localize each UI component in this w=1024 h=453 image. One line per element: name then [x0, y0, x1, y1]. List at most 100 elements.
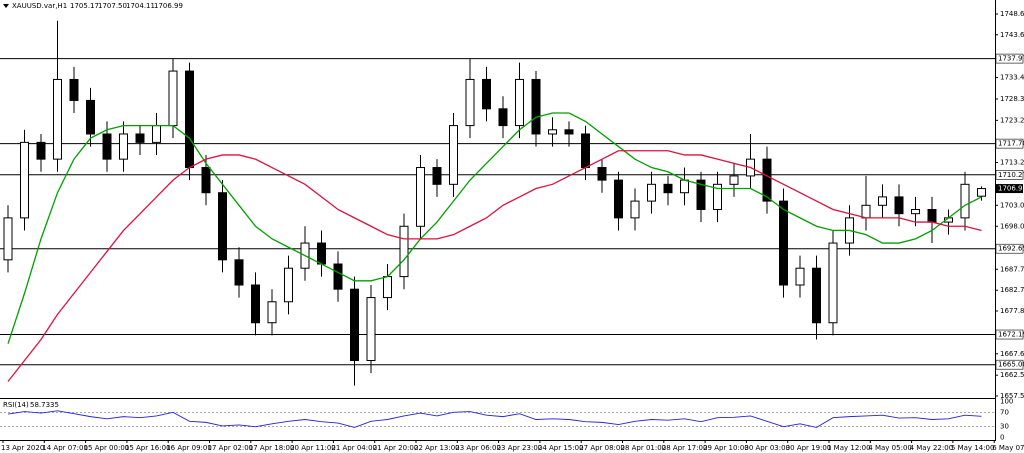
- candle-body: [762, 158, 772, 202]
- y-tick-label: 1723.25: [1000, 116, 1024, 124]
- candle-body: [119, 133, 128, 160]
- candle-body: [663, 183, 673, 194]
- candle-body: [581, 133, 590, 169]
- x-tick-label: 15 Apr 00:00: [84, 444, 130, 452]
- y-tick-label: 1748.60: [1000, 10, 1024, 18]
- candle-body: [696, 179, 706, 210]
- candle-body: [597, 167, 607, 181]
- level-label: 1710.27: [998, 171, 1024, 179]
- candle-body: [630, 200, 640, 219]
- header-value: 1706.99: [154, 2, 183, 10]
- x-tick-label: 21 Apr 20:00: [373, 444, 419, 452]
- rsi-title: RSI(14): [3, 401, 29, 409]
- x-tick-label: 23 Apr 23:00: [497, 444, 543, 452]
- x-tick-label: 15 Apr 16:00: [125, 444, 171, 452]
- candle-body: [416, 167, 425, 227]
- header-value: 1705.17: [70, 2, 99, 10]
- candle-body: [284, 267, 293, 303]
- moving-average: [7, 112, 982, 344]
- candle-body: [333, 263, 343, 290]
- candle-body: [449, 125, 458, 185]
- x-tick-label: 14 Apr 07:00: [42, 444, 88, 452]
- candle-body: [861, 204, 871, 219]
- level-label-box: [995, 138, 1024, 149]
- candle-body: [267, 301, 277, 324]
- current-price-label: 1706.99: [998, 185, 1024, 193]
- x-tick-label: 27 Apr 08:00: [579, 444, 625, 452]
- candle-body: [812, 267, 821, 324]
- candle-body: [564, 129, 574, 135]
- candle-body: [911, 208, 920, 215]
- candle-body: [251, 284, 260, 324]
- x-tick-label: 4 May 05:00: [868, 444, 912, 452]
- candle-body: [713, 183, 722, 210]
- candle-body: [152, 125, 161, 143]
- candle-body: [350, 288, 359, 361]
- candle-body: [53, 78, 62, 160]
- rsi-tick-label: 30: [1000, 423, 1009, 431]
- candle-body: [927, 208, 937, 223]
- candle-body: [531, 78, 541, 135]
- y-tick-label: 1677.80: [1000, 307, 1024, 315]
- candle-body: [729, 175, 739, 185]
- level-label-box: [995, 53, 1024, 64]
- candle-body: [465, 78, 475, 127]
- candle-body: [102, 133, 112, 160]
- candle-body: [135, 133, 145, 143]
- candle-body: [234, 259, 244, 286]
- level-label-box: [995, 243, 1024, 254]
- y-tick-label: 1698.00: [1000, 222, 1024, 230]
- candle-body: [614, 179, 623, 219]
- level-label-box: [995, 359, 1024, 370]
- candle-body: [548, 129, 557, 135]
- rsi-tick-label: 100: [1000, 398, 1013, 406]
- rsi-value: 58.7335: [30, 401, 59, 409]
- x-tick-label: 30 Apr 03:00: [744, 444, 790, 452]
- candle-body: [366, 297, 376, 361]
- x-tick-label: 22 Apr 13:00: [414, 444, 460, 452]
- candle-body: [20, 141, 29, 219]
- candle-body: [317, 242, 326, 265]
- x-tick-label: 23 Apr 06:00: [455, 444, 501, 452]
- current-price-box: [996, 184, 1023, 194]
- candle-body: [515, 78, 524, 127]
- x-tick-label: 13 Apr 2020: [1, 444, 44, 452]
- candle-body: [432, 167, 442, 185]
- level-label-box: [995, 169, 1024, 180]
- x-tick-label: 5 May 14:00: [951, 444, 995, 452]
- x-tick-label: 17 Apr 18:00: [249, 444, 295, 452]
- x-tick-label: 24 Apr 15:00: [538, 444, 584, 452]
- level-label: 1692.65: [998, 245, 1024, 253]
- y-tick-label: 1728.35: [1000, 95, 1024, 103]
- y-tick-label: 1687.75: [1000, 265, 1024, 273]
- x-tick-label: 28 Apr 01:00: [621, 444, 667, 452]
- candle-body: [779, 200, 788, 286]
- candle-body: [960, 183, 970, 219]
- x-tick-label: 30 Apr 19:00: [786, 444, 832, 452]
- menu-arrow[interactable]: [3, 4, 9, 8]
- candle-body: [680, 179, 689, 194]
- y-tick-label: 1743.65: [1000, 31, 1024, 39]
- x-tick-label: 20 Apr 11:00: [290, 444, 336, 452]
- level-label: 1665.00: [998, 361, 1024, 369]
- candle-body: [647, 183, 656, 202]
- moving-average: [7, 150, 982, 382]
- header-value: 1707.50: [98, 2, 127, 10]
- candle-body: [86, 99, 95, 135]
- x-tick-label: 4 May 22:00: [910, 444, 954, 452]
- candle-body: [185, 70, 194, 169]
- candle-body: [399, 225, 409, 278]
- candle-body: [36, 141, 46, 160]
- x-tick-label: 6 May 07:00: [992, 444, 1024, 452]
- rsi-line: [7, 410, 982, 428]
- x-tick-label: 16 Apr 09:00: [166, 444, 212, 452]
- candle-body: [69, 78, 79, 101]
- level-label-box: [995, 329, 1024, 340]
- header-value: 1704.11: [126, 2, 155, 10]
- candle-body: [894, 196, 904, 215]
- candle-body: [828, 242, 838, 324]
- y-tick-label: 1682.75: [1000, 286, 1024, 294]
- level-label: 1717.70: [998, 140, 1024, 148]
- x-tick-label: 28 Apr 17:00: [662, 444, 708, 452]
- candle-body: [201, 167, 211, 194]
